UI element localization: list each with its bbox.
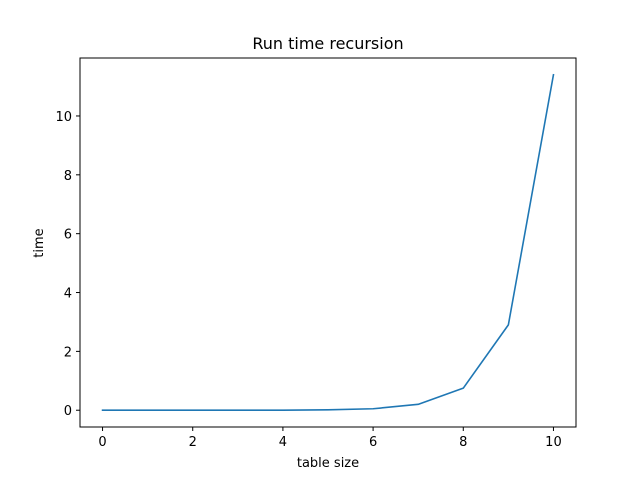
x-tick-label: 2 xyxy=(189,435,197,450)
y-tick-label: 6 xyxy=(64,228,72,243)
chart-title: Run time recursion xyxy=(252,34,403,53)
x-tick-label: 10 xyxy=(545,435,562,450)
x-tick-label: 0 xyxy=(98,435,106,450)
y-tick-label: 2 xyxy=(64,345,72,360)
plot-frame xyxy=(79,57,577,428)
series-line-0 xyxy=(101,73,555,412)
x-tick-label: 8 xyxy=(459,435,467,450)
y-tick-label: 8 xyxy=(64,169,72,184)
series-layer xyxy=(101,73,555,412)
ticks-layer: 0 2 4 6 8 10 0 2 4 6 8 10 xyxy=(55,110,561,450)
x-axis-label: table size xyxy=(297,456,359,471)
y-tick-label: 0 xyxy=(64,404,72,419)
y-tick-label: 4 xyxy=(64,287,72,302)
x-tick-label: 6 xyxy=(369,435,377,450)
y-axis-label: time xyxy=(32,228,47,257)
y-tick-label: 10 xyxy=(55,110,72,125)
x-tick-label: 4 xyxy=(279,435,287,450)
